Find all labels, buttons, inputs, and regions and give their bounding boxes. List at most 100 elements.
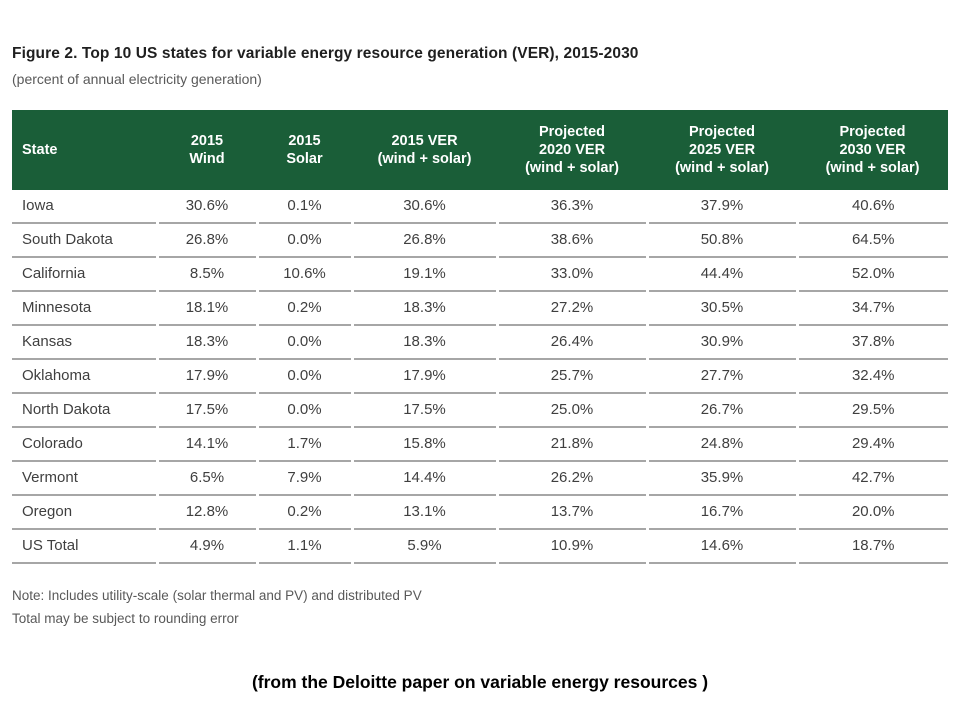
value-cell: 14.4% <box>350 461 497 496</box>
column-header-line: (wind + solar) <box>825 160 920 176</box>
value-cell: 17.9% <box>350 359 497 394</box>
value-cell: 37.8% <box>795 325 948 360</box>
value-cell: 17.5% <box>350 393 497 428</box>
value-cell: 26.2% <box>495 461 647 496</box>
table-row: Oklahoma 17.9% 0.0% 17.9% 25.7% 27.7% 32.4% <box>12 359 948 394</box>
figure-block: Figure 2. Top 10 US states for variable … <box>12 44 948 630</box>
table-row: South Dakota 26.8% 0.0% 26.8% 38.6% 50.8% 64.5… <box>12 223 948 258</box>
value-cell: 19.1% <box>350 257 497 292</box>
column-header-line: State <box>22 142 58 158</box>
value-cell: 25.0% <box>495 393 647 428</box>
table-notes: Note: Includes utility-scale (solar ther… <box>12 584 948 630</box>
value-cell: 30.6% <box>155 190 257 224</box>
figure-title: Figure 2. Top 10 US states for variable … <box>12 45 639 62</box>
column-header-line: 2015 <box>288 133 321 149</box>
state-cell: South Dakota <box>12 223 157 258</box>
value-cell: 20.0% <box>795 495 948 530</box>
state-cell: California <box>12 257 157 292</box>
table-body: Iowa 30.6% 0.1% 30.6% 36.3% 37.9% 40.6% South D… <box>12 190 948 564</box>
value-cell: 18.7% <box>795 529 948 564</box>
table-row: Iowa 30.6% 0.1% 30.6% 36.3% 37.9% 40.6% <box>12 190 948 224</box>
value-cell: 21.8% <box>495 427 647 462</box>
table-row: Vermont 6.5% 7.9% 14.4% 26.2% 35.9% 42.7% <box>12 461 948 496</box>
column-header-5: Projected 2025 VER (wind + solar) <box>647 110 797 190</box>
figure-subtitle: (percent of annual electricity generatio… <box>12 71 262 87</box>
table-row: Colorado 14.1% 1.7% 15.8% 21.8% 24.8% 29.4% <box>12 427 948 462</box>
value-cell: 32.4% <box>795 359 948 394</box>
value-cell: 14.1% <box>155 427 257 462</box>
header-row: State 2015 Wind 2015 Solar 2015 VER (wind + so… <box>12 110 948 190</box>
value-cell: 27.2% <box>495 291 647 326</box>
state-cell: Colorado <box>12 427 157 462</box>
column-header-line: Wind <box>189 151 225 167</box>
value-cell: 50.8% <box>645 223 797 258</box>
value-cell: 64.5% <box>795 223 948 258</box>
value-cell: 38.6% <box>495 223 647 258</box>
value-cell: 42.7% <box>795 461 948 496</box>
state-cell: Oklahoma <box>12 359 157 394</box>
state-cell: Oregon <box>12 495 157 530</box>
column-header-line: Projected <box>839 124 906 140</box>
slide-caption: (from the Deloitte paper on variable ene… <box>251 672 709 692</box>
value-cell: 40.6% <box>795 190 948 224</box>
state-cell: Iowa <box>12 190 157 224</box>
value-cell: 0.1% <box>255 190 352 224</box>
value-cell: 7.9% <box>255 461 352 496</box>
value-cell: 52.0% <box>795 257 948 292</box>
value-cell: 8.5% <box>155 257 257 292</box>
value-cell: 0.0% <box>255 359 352 394</box>
value-cell: 26.8% <box>350 223 497 258</box>
value-cell: 34.7% <box>795 291 948 326</box>
column-header-line: 2015 VER <box>391 133 458 149</box>
column-header-line: 2025 VER <box>688 142 756 158</box>
value-cell: 29.4% <box>795 427 948 462</box>
value-cell: 13.1% <box>350 495 497 530</box>
value-cell: 37.9% <box>645 190 797 224</box>
value-cell: 0.0% <box>255 325 352 360</box>
value-cell: 4.9% <box>155 529 257 564</box>
value-cell: 30.9% <box>645 325 797 360</box>
value-cell: 17.9% <box>155 359 257 394</box>
column-header-line: (wind + solar) <box>525 160 619 176</box>
state-cell: Kansas <box>12 325 157 360</box>
value-cell: 29.5% <box>795 393 948 428</box>
value-cell: 0.0% <box>255 393 352 428</box>
column-header-line: 2020 VER <box>538 142 606 158</box>
ver-table: State 2015 Wind 2015 Solar 2015 VER (wind + so… <box>12 110 948 564</box>
value-cell: 35.9% <box>645 461 797 496</box>
table-note-line-1: Note: Includes utility-scale (solar ther… <box>12 588 422 603</box>
value-cell: 18.1% <box>155 291 257 326</box>
column-header-line: (wind + solar) <box>377 151 472 167</box>
state-cell: North Dakota <box>12 393 157 428</box>
value-cell: 0.2% <box>255 495 352 530</box>
value-cell: 12.8% <box>155 495 257 530</box>
column-header-0: State <box>12 110 157 190</box>
value-cell: 1.7% <box>255 427 352 462</box>
value-cell: 6.5% <box>155 461 257 496</box>
value-cell: 15.8% <box>350 427 497 462</box>
column-header-2: 2015 Solar <box>257 110 352 190</box>
value-cell: 33.0% <box>495 257 647 292</box>
value-cell: 30.5% <box>645 291 797 326</box>
column-header-line: (wind + solar) <box>675 160 769 176</box>
value-cell: 0.2% <box>255 291 352 326</box>
state-cell: US Total <box>12 529 157 564</box>
value-cell: 17.5% <box>155 393 257 428</box>
column-header-4: Projected 2020 VER (wind + solar) <box>497 110 647 190</box>
value-cell: 16.7% <box>645 495 797 530</box>
column-header-line: 2030 VER <box>839 142 906 158</box>
value-cell: 44.4% <box>645 257 797 292</box>
table-row: Oregon 12.8% 0.2% 13.1% 13.7% 16.7% 20.0% <box>12 495 948 530</box>
column-header-1: 2015 Wind <box>157 110 257 190</box>
value-cell: 18.3% <box>350 291 497 326</box>
value-cell: 25.7% <box>495 359 647 394</box>
value-cell: 30.6% <box>350 190 497 224</box>
table-note-line-2: Total may be subject to rounding error <box>12 611 239 626</box>
column-header-line: Solar <box>286 151 323 167</box>
value-cell: 18.3% <box>350 325 497 360</box>
table-row: California 8.5% 10.6% 19.1% 33.0% 44.4% 52.0% <box>12 257 948 292</box>
value-cell: 24.8% <box>645 427 797 462</box>
column-header-line: Projected <box>688 124 756 140</box>
state-cell: Vermont <box>12 461 157 496</box>
